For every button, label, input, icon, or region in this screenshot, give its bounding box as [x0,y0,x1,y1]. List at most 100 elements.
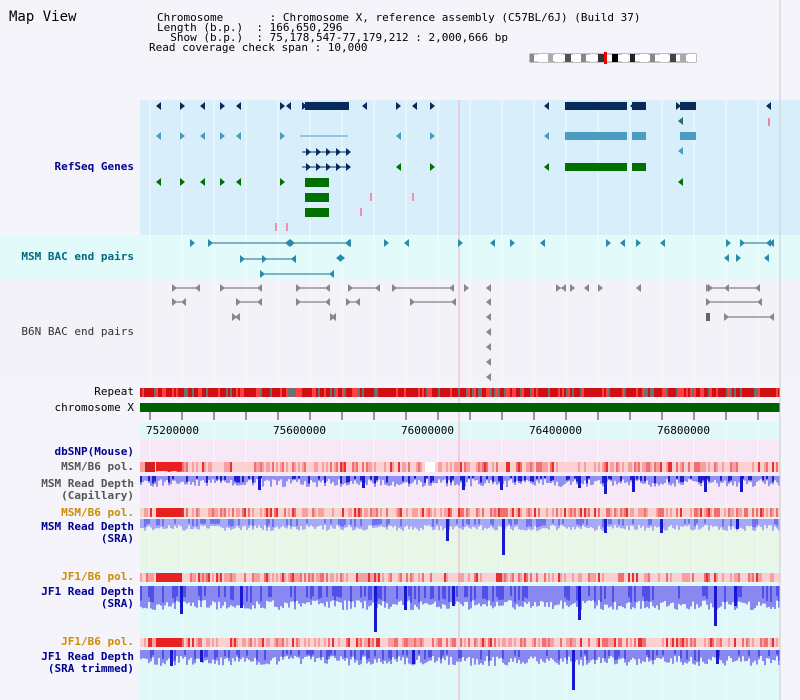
polymorphism-cell [298,508,300,517]
track-label-jf1-depth-sra[interactable]: JF1 Read Depth (SRA) [41,585,134,610]
repeat-segment [740,388,742,397]
polymorphism-cell [444,638,446,647]
read-depth-bar [196,650,198,659]
read-depth-bar [534,650,536,657]
gene-arrow [606,239,611,247]
read-depth-bar [366,476,368,486]
polymorphism-cell [688,462,690,472]
track-label-dbsnp[interactable]: dbSNP(Mouse) [54,445,134,458]
read-depth-bar [670,586,672,604]
gene-exon-block [632,163,646,171]
read-depth-bar [516,476,518,481]
repeat-segment [670,388,672,397]
polymorphism-cell [216,573,218,582]
read-depth-bar [436,519,438,524]
read-depth-bar [596,586,598,606]
read-depth-bar [642,476,644,484]
polymorphism-cell [702,508,704,517]
read-depth-bar [360,650,362,660]
polymorphism-cell [322,508,324,517]
polymorphism-cell [686,508,688,517]
ideogram-band [573,54,581,62]
polymorphism-cell [190,508,192,517]
polymorphism-cell [412,638,414,647]
polymorphism-cell [290,638,292,647]
read-depth-bar [626,586,628,604]
read-depth-bar [534,519,536,526]
repeat-segment [532,388,534,397]
read-depth-bar [446,650,448,655]
read-depth-bar [300,650,302,665]
read-depth-bar [298,586,300,604]
polymorphism-cell [144,638,146,647]
repeat-segment [498,388,500,397]
gene-arrow [636,239,641,247]
read-depth-bar [436,586,438,608]
read-depth-bar [718,586,720,608]
polymorphism-cell [534,508,536,517]
polymorphism-cell [686,573,688,582]
polymorphism-cell [586,462,588,472]
read-depth-bar [188,650,190,660]
polymorphism-cell [484,573,486,582]
read-depth-bar [574,476,576,479]
polymorphism-cell [258,508,260,517]
polymorphism-cell [756,573,758,582]
polymorphism-cell [514,462,516,472]
track-label-msm-depth-sra[interactable]: MSM Read Depth (SRA) [41,520,134,545]
polymorphism-cell [152,638,154,647]
read-depth-bar [538,586,540,606]
polymorphism-cell [348,638,350,647]
read-depth-bar [646,476,648,481]
read-depth-bar [694,650,696,661]
polymorphism-cell [388,638,390,647]
repeat-segment [604,388,606,397]
polymorphism-cell [414,638,416,647]
read-depth-bar [192,650,194,665]
read-depth-bar [512,586,514,608]
read-depth-bar [174,476,176,481]
track-label-msm-depth-capillary[interactable]: MSM Read Depth (Capillary) [41,477,134,502]
track-label-msm-bac[interactable]: MSM BAC end pairs [21,250,134,263]
track-label-b6n-bac[interactable]: B6N BAC end pairs [21,325,134,338]
read-depth-bar [186,519,188,529]
repeat-segment [462,388,464,397]
polymorphism-cell [356,638,358,647]
read-depth-bar [442,519,444,531]
read-depth-bar [610,650,612,657]
track-label-msm-pol-2[interactable]: MSM/B6 pol. [61,506,134,519]
polymorphism-cell [416,462,418,472]
read-depth-bar [586,476,588,484]
polymorphism-cell [478,508,480,517]
polymorphism-cell [550,573,552,582]
read-depth-bar [528,650,530,659]
polymorphism-cell [292,573,294,582]
track-label-msm-pol-1[interactable]: MSM/B6 pol. [61,460,134,473]
polymorphism-cell [258,573,260,582]
polymorphism-cell [184,462,186,472]
track-label-jf1-depth-trimmed[interactable]: JF1 Read Depth (SRA trimmed) [41,650,134,675]
track-label-refseq-genes[interactable]: RefSeq Genes [54,160,134,173]
repeat-segment [694,388,696,397]
polymorphism-cell [438,638,440,647]
track-label-jf1-pol-2[interactable]: JF1/B6 pol. [61,635,134,648]
repeat-segment [456,388,458,397]
read-depth-bar [336,650,338,661]
repeat-segment [682,388,684,397]
polymorphism-cell [152,573,154,582]
polymorphism-cell [636,638,638,647]
polymorphism-cell [192,638,194,647]
read-depth-bar [750,476,752,481]
read-depth-bar [528,476,530,482]
track-label-jf1-pol-1[interactable]: JF1/B6 pol. [61,570,134,583]
polymorphism-cell [332,638,334,647]
polymorphism-cell [448,573,450,582]
polymorphism-cell [646,573,648,582]
read-depth-bar [386,586,388,604]
read-depth-bar [498,650,500,659]
polymorphism-cell [672,508,674,517]
repeat-segment [566,388,568,397]
polymorphism-cell [434,508,436,517]
repeat-segment [596,388,598,397]
read-depth-bar [216,476,218,480]
